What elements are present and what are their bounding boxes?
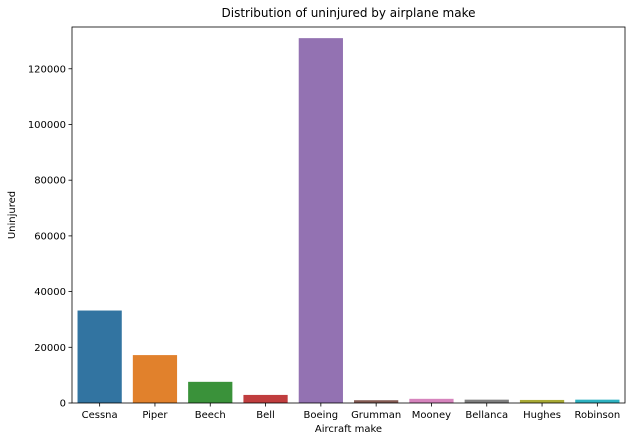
bar-beech <box>188 381 233 403</box>
x-tick-label: Robinson <box>574 410 620 421</box>
y-tick-label: 60000 <box>34 231 66 242</box>
y-tick-label: 80000 <box>34 176 66 187</box>
x-axis: Cessna Piper Beech Bell Boeing Grumman Mooney B… <box>82 403 620 421</box>
x-tick-label: Bell <box>256 410 275 421</box>
bar-hughes <box>519 399 565 403</box>
bar-robinson <box>575 399 620 403</box>
bar-bellanca <box>464 399 509 403</box>
x-tick-label: Hughes <box>523 410 561 421</box>
x-tick-label: Piper <box>142 410 168 421</box>
x-tick-label: Bellanca <box>465 410 508 421</box>
x-axis-title: Aircraft make <box>315 424 382 435</box>
y-axis: 0 20000 40000 60000 80000 100000 120000 <box>28 64 72 410</box>
y-tick-label: 100000 <box>28 120 66 131</box>
y-tick-label: 120000 <box>28 64 66 75</box>
y-axis-title: Uninjured <box>7 191 18 239</box>
x-tick-label: Boeing <box>304 410 339 421</box>
x-tick-label: Cessna <box>82 410 118 421</box>
bar-grumman <box>354 400 399 403</box>
bar-bell <box>243 394 288 403</box>
x-tick-label: Grumman <box>351 410 401 421</box>
y-tick-label: 0 <box>60 399 66 410</box>
x-tick-label: Mooney <box>412 410 451 421</box>
plot-frame <box>71 26 626 404</box>
bar-mooney <box>409 398 454 403</box>
bars-group <box>77 38 620 403</box>
chart-title: Distribution of uninjured by airplane ma… <box>222 6 476 20</box>
x-tick-label: Beech <box>195 410 226 421</box>
bar-boeing <box>298 38 343 403</box>
bar-cessna <box>77 310 122 403</box>
y-tick-label: 40000 <box>34 287 66 298</box>
bar-piper <box>132 355 178 403</box>
y-tick-label: 20000 <box>34 343 66 354</box>
